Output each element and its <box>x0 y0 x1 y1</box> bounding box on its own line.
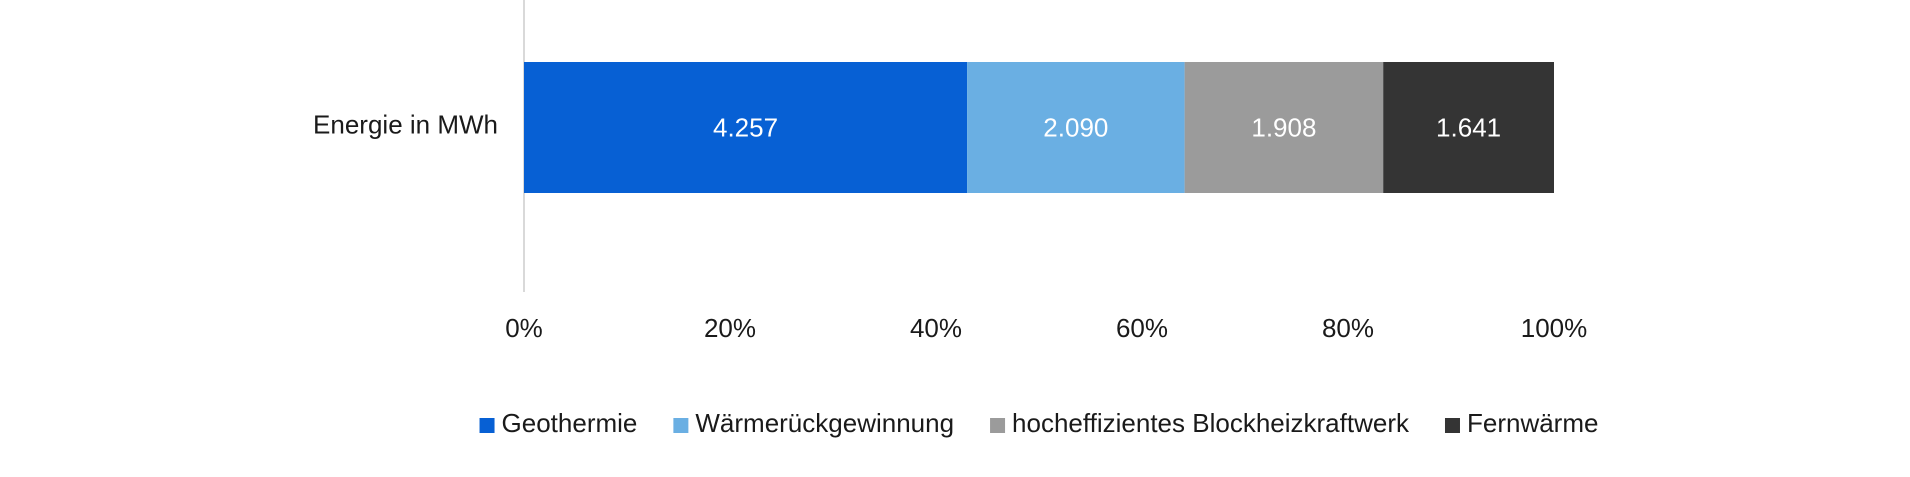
x-tick-label: 20% <box>704 313 756 343</box>
legend-label: Wärmerückgewinnung <box>695 408 954 438</box>
bars-layer <box>524 62 1554 193</box>
legend-label: Fernwärme <box>1467 408 1598 438</box>
legend-item-4: Fernwärme <box>1444 408 1598 438</box>
bar-segment-4 <box>1383 62 1554 193</box>
x-tick-label: 60% <box>1116 313 1168 343</box>
bar-segment-1 <box>524 62 968 193</box>
bar-segment-2 <box>967 62 1185 193</box>
legend-label: hocheffizientes Blockheizkraftwerk <box>1012 408 1410 438</box>
bar-segment-3 <box>1184 62 1384 193</box>
x-axis-ticks: 0% 20% 40% 60% 80% 100% <box>505 313 1587 343</box>
data-label-4: 1.641 <box>1436 113 1501 143</box>
legend-swatch <box>673 418 689 433</box>
data-label-2: 2.090 <box>1043 113 1108 143</box>
x-tick-label: 40% <box>910 313 962 343</box>
legend-item-2: Wärmerückgewinnung <box>673 408 954 438</box>
x-tick-label: 80% <box>1322 313 1374 343</box>
legend: Geothermie Wärmerückgewinnung hocheffizien… <box>479 408 1598 438</box>
legend-swatch <box>990 418 1006 433</box>
data-label-1: 4.257 <box>713 113 778 143</box>
legend-item-3: hocheffizientes Blockheizkraftwerk <box>990 408 1410 438</box>
legend-item-1: Geothermie <box>479 408 638 438</box>
data-label-3: 1.908 <box>1251 113 1316 143</box>
labels-layer: 4.257 2.090 1.908 1.641 <box>713 113 1501 143</box>
category-label: Energie in MWh <box>313 110 498 140</box>
x-tick-label: 100% <box>1521 313 1588 343</box>
x-tick-label: 0% <box>505 313 543 343</box>
legend-swatch <box>479 418 495 433</box>
legend-swatch <box>1444 418 1460 433</box>
legend-label: Geothermie <box>502 408 638 438</box>
y-axis-categories: Energie in MWh <box>313 110 498 140</box>
